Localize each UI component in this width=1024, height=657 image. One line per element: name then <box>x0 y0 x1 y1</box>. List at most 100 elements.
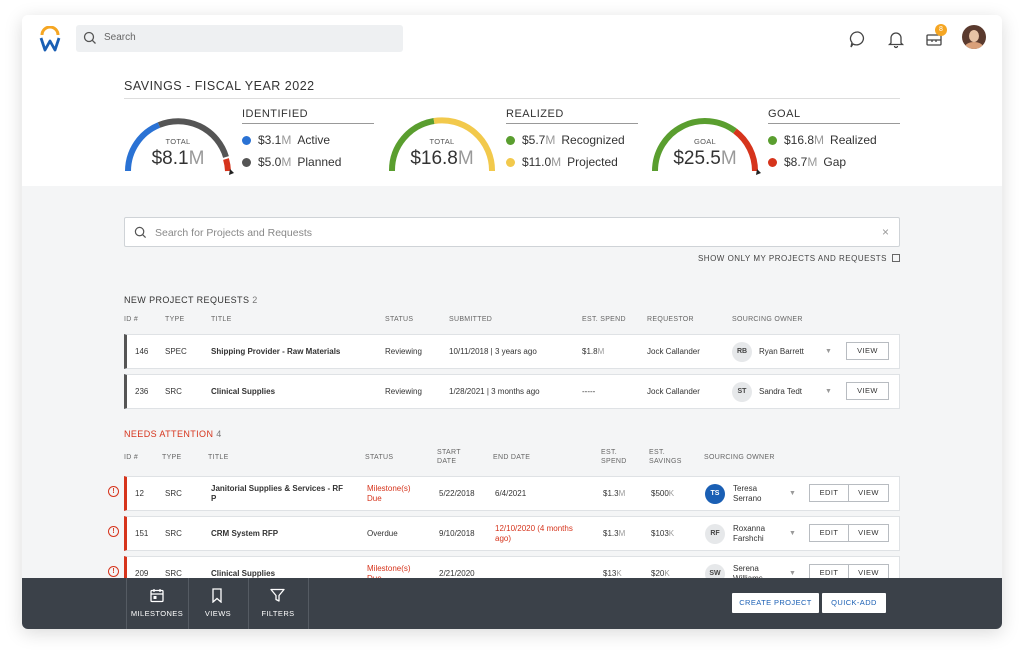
show-only-checkbox[interactable] <box>892 254 900 262</box>
realized-gauge: TOTAL $16.8M <box>386 115 498 175</box>
col-header-est-spend: EST. SPEND <box>601 449 627 465</box>
project-search-placeholder: Search for Projects and Requests <box>155 227 312 239</box>
goal-rule <box>768 123 900 124</box>
quick-add-button[interactable]: QUICK-ADD <box>822 593 886 613</box>
view-button[interactable]: VIEW <box>846 382 889 400</box>
table-row[interactable]: 12 SRC Janitorial Supplies & Services - … <box>124 476 900 511</box>
owner-dropdown-icon[interactable]: ▼ <box>789 570 796 577</box>
row-owner: Sandra Tedt <box>759 387 802 396</box>
planned-dot <box>242 158 251 167</box>
row-id: 12 <box>135 489 144 498</box>
project-search-input[interactable]: Search for Projects and Requests × <box>124 217 900 247</box>
search-icon <box>83 31 96 44</box>
global-search-input[interactable]: Search <box>76 25 403 52</box>
goal-gauge-arc <box>652 118 761 175</box>
row-type: SRC <box>165 489 182 498</box>
savings-title: SAVINGS - FISCAL YEAR 2022 <box>124 79 315 93</box>
edit-button[interactable]: EDIT <box>809 524 849 542</box>
col-header-est-savings: EST. SAVINGS <box>649 449 682 465</box>
col-header-id: ID # <box>124 454 139 461</box>
row-submitted: 1/28/2021 | 3 months ago <box>449 387 540 396</box>
bell-icon[interactable] <box>886 29 906 49</box>
alert-icon: ! <box>108 526 119 537</box>
row-id: 151 <box>135 529 149 538</box>
app-window: Search 8 SAVINGS - FISCAL YEAR 2022 <box>22 15 1002 629</box>
row-title[interactable]: CRM System RFP <box>211 529 279 538</box>
active-dot <box>242 136 251 145</box>
projected-dot <box>506 158 515 167</box>
milestones-button[interactable]: MILESTONES <box>126 578 188 629</box>
alert-icon: ! <box>108 566 119 577</box>
show-only-label: SHOW ONLY MY PROJECTS AND REQUESTS <box>697 254 887 263</box>
gap-dot <box>768 158 777 167</box>
goal-gauge: GOAL $25.5M <box>649 115 761 175</box>
gauge-value: $25.5M <box>673 148 737 169</box>
realized-gauge-arc <box>388 117 496 172</box>
owner-avatar: RB <box>732 342 752 362</box>
view-button[interactable]: VIEW <box>846 342 889 360</box>
filters-button[interactable]: FILTERS <box>248 578 308 629</box>
row-type: SRC <box>165 529 182 538</box>
alert-icon: ! <box>108 486 119 497</box>
col-header-sourcing-owner: SOURCING OWNER <box>704 454 775 461</box>
row-id: 146 <box>135 347 149 356</box>
realized-heading: REALIZED <box>506 108 564 120</box>
chat-icon[interactable] <box>848 29 868 49</box>
row-owner: Roxanna Farshchi <box>733 524 766 543</box>
show-only-mine-toggle[interactable]: SHOW ONLY MY PROJECTS AND REQUESTS <box>698 254 900 263</box>
view-button[interactable]: VIEW <box>848 524 889 542</box>
bottom-action-bar: MILESTONES VIEWS FILTERS CREATE PROJECT … <box>22 578 1002 629</box>
workday-logo[interactable] <box>39 26 61 52</box>
realized-rule <box>506 123 638 124</box>
realized-projected-legend: $11.0M Projected <box>506 155 618 169</box>
search-placeholder: Search <box>104 32 136 43</box>
row-title[interactable]: Clinical Supplies <box>211 387 276 396</box>
identified-rule <box>242 123 374 124</box>
row-start-date: 5/22/2018 <box>439 489 475 498</box>
views-label: VIEWS <box>204 609 232 618</box>
gauge-value: $8.1M <box>151 148 205 169</box>
owner-dropdown-icon[interactable]: ▼ <box>825 388 832 395</box>
table-row[interactable]: 151 SRC CRM System RFP Overdue 9/10/2018… <box>124 516 900 551</box>
savings-summary: SAVINGS - FISCAL YEAR 2022 TOTAL $8.1M I… <box>22 65 1002 186</box>
row-requestor: Jock Callander <box>647 347 700 356</box>
table-row[interactable]: 236 SRC Clinical Supplies Reviewing 1/28… <box>124 374 900 409</box>
user-avatar[interactable] <box>962 25 986 49</box>
owner-avatar: RF <box>705 524 725 544</box>
view-button[interactable]: VIEW <box>848 484 889 502</box>
row-title[interactable]: Clinical Supplies <box>211 569 276 578</box>
gauge-label: GOAL <box>693 137 717 146</box>
clear-search-icon[interactable]: × <box>881 225 889 239</box>
row-est-savings: $20K <box>651 569 670 578</box>
identified-active-legend: $3.1M Active <box>242 133 330 147</box>
realized-recognized-legend: $5.7M Recognized <box>506 133 625 147</box>
table-row[interactable]: 146 SPEC Shipping Provider - Raw Materia… <box>124 334 900 369</box>
owner-dropdown-icon[interactable]: ▼ <box>789 490 796 497</box>
gauge-value: $16.8M <box>410 148 474 169</box>
row-type: SRC <box>165 569 182 578</box>
owner-dropdown-icon[interactable]: ▼ <box>789 530 796 537</box>
new-requests-title: NEW PROJECT REQUESTS 2 <box>124 295 258 305</box>
savings-divider <box>124 98 900 99</box>
identified-planned-legend: $5.0M Planned <box>242 155 341 169</box>
row-status: Reviewing <box>385 387 422 396</box>
row-owner: Ryan Barrett <box>759 347 804 356</box>
row-title[interactable]: Shipping Provider - Raw Materials <box>211 347 341 356</box>
realized-dot <box>768 136 777 145</box>
row-start-date: 9/10/2018 <box>439 529 475 538</box>
divider <box>188 578 189 629</box>
create-project-button[interactable]: CREATE PROJECT <box>732 593 819 613</box>
identified-gauge-arc <box>125 118 234 175</box>
views-button[interactable]: VIEWS <box>188 578 248 629</box>
row-end-date: 12/10/2020 (4 months ago) <box>495 524 573 543</box>
row-type: SPEC <box>165 347 187 356</box>
owner-dropdown-icon[interactable]: ▼ <box>825 348 832 355</box>
edit-button[interactable]: EDIT <box>809 484 849 502</box>
col-header-est-spend: EST. SPEND <box>582 316 626 323</box>
inbox-icon[interactable] <box>924 29 944 49</box>
col-header-start-date: START DATE <box>437 449 461 465</box>
goal-gap-legend: $8.7M Gap <box>768 155 846 169</box>
row-status: Milestone(s)Due <box>367 484 411 503</box>
row-end-date: 6/4/2021 <box>495 489 527 498</box>
row-title[interactable]: Janitorial Supplies & Services - RF P <box>211 484 344 503</box>
